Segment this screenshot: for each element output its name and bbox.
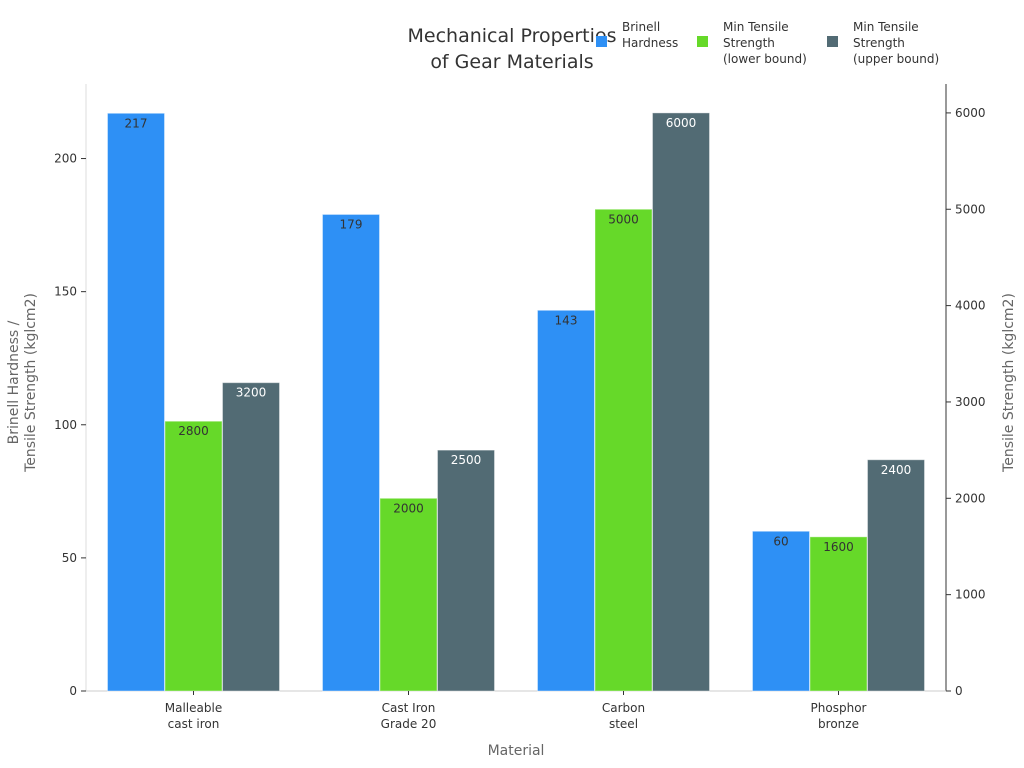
bar-s1-c2: [594, 208, 653, 692]
bar-label-s0-c0: 217: [125, 116, 148, 130]
bar-s1-c3: [809, 536, 868, 692]
bar-label-s1-c1: 2000: [393, 501, 424, 515]
left-tick-label-3: 150: [54, 285, 77, 299]
left-tick-label-1: 50: [62, 551, 77, 565]
bar-s0-c1: [322, 213, 380, 692]
right-tick-label-0: 0: [955, 684, 963, 698]
x-axis-label: Material: [488, 743, 545, 759]
legend-swatch-0: [596, 36, 607, 47]
bar-s0-c3: [752, 530, 810, 692]
bar-label-s2-c0: 3200: [236, 386, 267, 400]
bar-s0-c0: [107, 112, 165, 692]
x-tick-label-3-0: Phosphor: [811, 701, 867, 715]
bar-label-s0-c2: 143: [555, 313, 578, 327]
left-tick-label-2: 100: [54, 418, 77, 432]
bar-s2-c1: [437, 449, 495, 692]
x-tick-label-1-0: Cast Iron: [382, 701, 436, 715]
bar-s1-c0: [164, 420, 223, 692]
bar-label-s2-c1: 2500: [451, 453, 482, 467]
chart-title-0: Mechanical Properties: [408, 25, 617, 47]
left-tick-label-0: 0: [69, 684, 77, 698]
right-tick-label-1: 1000: [955, 588, 986, 602]
left-tick-label-4: 200: [54, 152, 77, 166]
x-tick-label-2-0: Carbon: [602, 701, 645, 715]
right-tick-label-3: 3000: [955, 395, 986, 409]
x-tick-label-2-1: steel: [609, 717, 638, 731]
legend-swatch-2: [827, 36, 838, 47]
bar-label-s1-c0: 2800: [178, 424, 209, 438]
legend-label-2-2: (upper bound): [853, 52, 939, 66]
bar-label-s1-c3: 1600: [823, 540, 854, 554]
legend-label-1-0: Min Tensile: [723, 20, 789, 34]
bar-label-s1-c2: 5000: [608, 212, 639, 226]
x-tick-label-0-1: cast iron: [168, 717, 220, 731]
bar-label-s2-c3: 2400: [881, 463, 912, 477]
legend-label-0-0: Brinell: [622, 20, 660, 34]
bar-s2-c0: [222, 382, 280, 692]
bar-s2-c3: [867, 459, 925, 692]
legend-label-1-1: Strength: [723, 36, 775, 50]
left-axis-label-0: Brinell Hardness /: [6, 320, 22, 444]
right-axis-label: Tensile Strength (kglcm2): [1001, 293, 1017, 473]
chart-title-1: of Gear Materials: [430, 51, 593, 73]
bar-s1-c1: [379, 497, 438, 692]
bar-label-s0-c1: 179: [340, 217, 363, 231]
bar-s2-c2: [652, 112, 710, 692]
legend-label-2-0: Min Tensile: [853, 20, 919, 34]
bar-s0-c2: [537, 309, 595, 692]
x-tick-label-0-0: Malleable: [165, 701, 222, 715]
legend-label-1-2: (lower bound): [723, 52, 807, 66]
right-tick-label-5: 5000: [955, 202, 986, 216]
bar-label-s2-c2: 6000: [666, 116, 697, 130]
legend-label-2-1: Strength: [853, 36, 905, 50]
legend-label-0-1: Hardness: [622, 36, 678, 50]
legend-swatch-1: [697, 36, 708, 47]
x-tick-label-3-1: bronze: [818, 717, 859, 731]
right-tick-label-6: 6000: [955, 106, 986, 120]
right-tick-label-2: 2000: [955, 491, 986, 505]
right-tick-label-4: 4000: [955, 299, 986, 313]
x-tick-label-1-1: Grade 20: [381, 717, 437, 731]
left-axis-label-1: Tensile Strength (kglcm2): [23, 293, 39, 473]
bar-label-s0-c3: 60: [773, 534, 788, 548]
